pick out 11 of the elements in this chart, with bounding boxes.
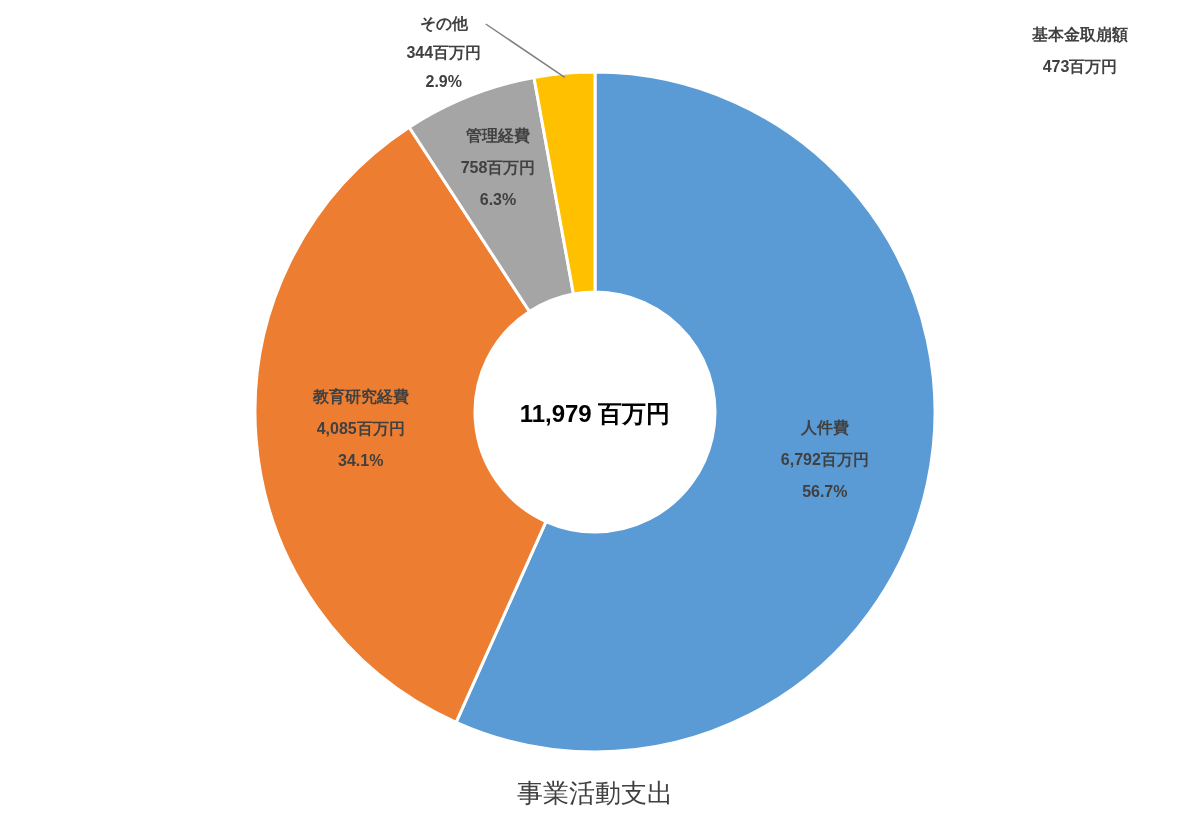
slice-label: 人件費 (799, 419, 849, 437)
data-label: 6,792百万円 56.7% (780, 451, 869, 501)
data-label: 4,085百万円 34.1% (316, 420, 405, 470)
text: 事業活動支出 (517, 777, 673, 808)
slice-label: その他 (419, 15, 469, 34)
data-label: 758百万円 6.3% (460, 158, 536, 208)
data-label: 344百万円 2.9% (406, 44, 482, 91)
slice-label: 教育研究経費 (311, 387, 409, 406)
text: 基本金取崩額 473百万円 (1031, 26, 1128, 76)
text: 11,979 百万円 (519, 400, 671, 428)
slice-label: 管理経費 (465, 126, 531, 144)
